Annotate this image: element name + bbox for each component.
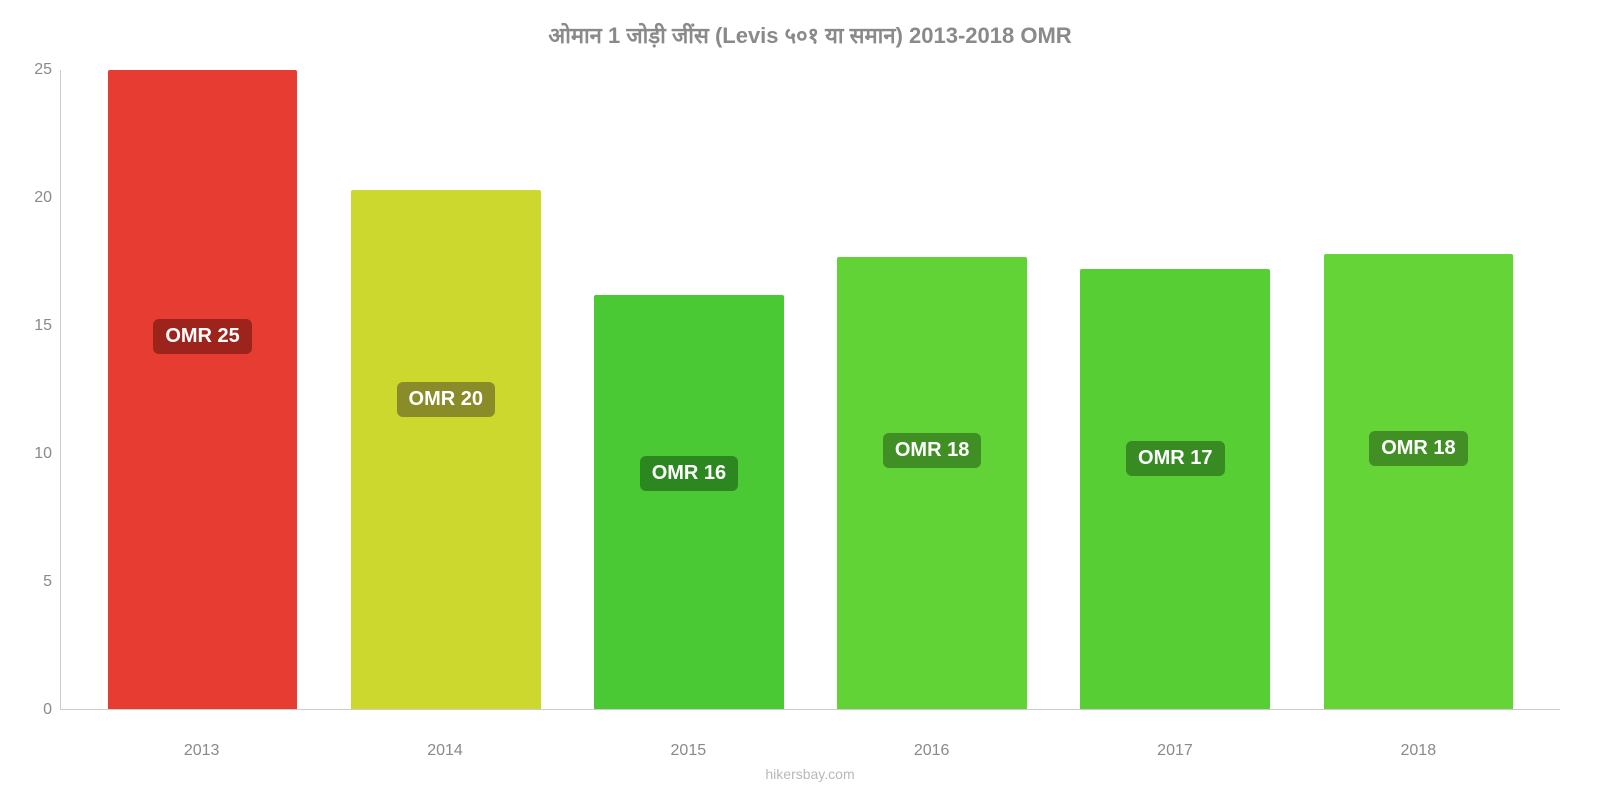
chart-container: ओमान 1 जोड़ी जींस (Levis ५०१ या समान) 20… [60, 20, 1560, 760]
x-label: 2016 [810, 742, 1053, 760]
y-tick: 0 [43, 701, 52, 719]
bar-value-label: OMR 18 [1369, 431, 1467, 466]
bars-area: OMR 25 OMR 20 OMR 16 OMR 18 OMR 17 OMR 18 [60, 70, 1560, 710]
bar: OMR 17 [1080, 269, 1270, 709]
x-labels: 201320142015201620172018 [60, 742, 1560, 760]
bar-value-label: OMR 25 [153, 319, 251, 354]
y-axis: 0510152025 [20, 70, 60, 710]
y-tick: 20 [34, 189, 52, 207]
x-label: 2018 [1297, 742, 1540, 760]
bar: OMR 25 [108, 70, 298, 709]
plot-area: 0510152025 OMR 25OMR 20OMR 16OMR 18OMR 1… [60, 70, 1560, 730]
bar: OMR 18 [837, 257, 1027, 709]
attribution: hikersbay.com [60, 766, 1560, 782]
bar-slot: OMR 16 [567, 70, 810, 709]
chart-title: ओमान 1 जोड़ी जींस (Levis ५०१ या समान) 20… [60, 20, 1560, 50]
bar: OMR 16 [594, 295, 784, 709]
bar-slot: OMR 20 [324, 70, 567, 709]
y-tick: 5 [43, 573, 52, 591]
bar: OMR 20 [351, 190, 541, 709]
bar-value-label: OMR 16 [640, 456, 738, 491]
bar-slot: OMR 18 [1297, 70, 1540, 709]
bar-slot: OMR 25 [81, 70, 324, 709]
bar-slot: OMR 18 [811, 70, 1054, 709]
y-tick: 15 [34, 317, 52, 335]
bar-value-label: OMR 17 [1126, 441, 1224, 476]
y-tick: 10 [34, 445, 52, 463]
x-label: 2017 [1053, 742, 1296, 760]
bar: OMR 18 [1324, 254, 1514, 709]
bar-value-label: OMR 18 [883, 433, 981, 468]
bar-slot: OMR 17 [1054, 70, 1297, 709]
x-label: 2013 [80, 742, 323, 760]
y-tick: 25 [34, 61, 52, 79]
bar-value-label: OMR 20 [397, 382, 495, 417]
x-label: 2015 [567, 742, 810, 760]
x-label: 2014 [323, 742, 566, 760]
